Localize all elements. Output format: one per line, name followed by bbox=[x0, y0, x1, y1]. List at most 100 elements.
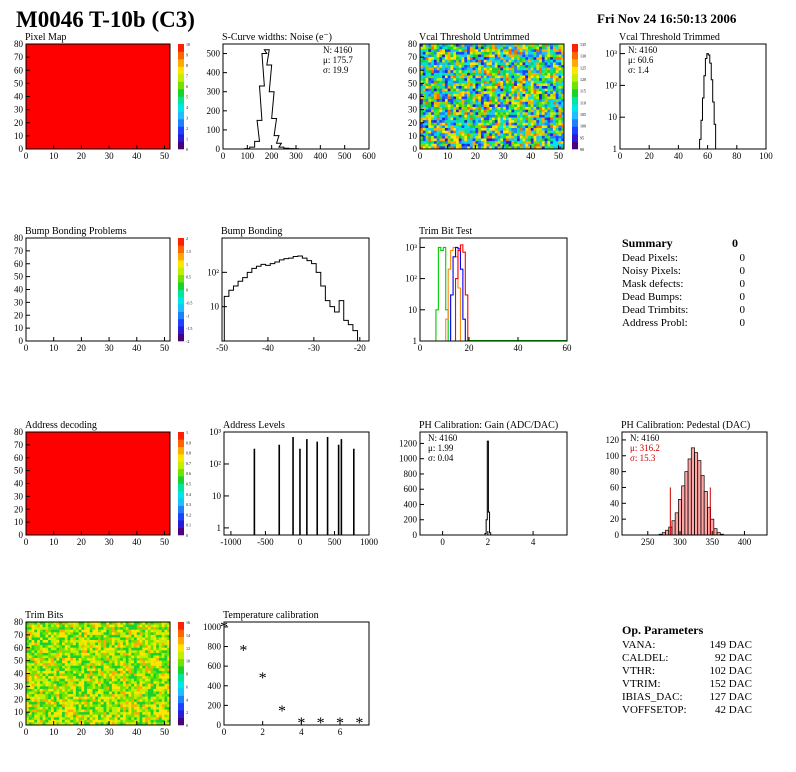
heatmap-cell bbox=[50, 701, 55, 705]
heatmap-cell bbox=[464, 96, 468, 100]
heatmap-cell bbox=[505, 117, 510, 121]
heatmap-cell bbox=[150, 681, 154, 685]
heatmap-cell bbox=[114, 719, 118, 723]
heatmap-cell bbox=[128, 678, 132, 682]
heatmap-cell bbox=[486, 128, 490, 132]
heatmap-cell bbox=[73, 655, 77, 659]
heatmap-cell bbox=[128, 652, 132, 656]
heatmap-cell bbox=[147, 642, 152, 646]
heatmap-cell bbox=[75, 622, 80, 625]
color-scale-bin bbox=[178, 126, 184, 135]
heatmap-cell bbox=[442, 96, 446, 100]
heatmap-cell bbox=[464, 57, 468, 61]
heatmap-cell bbox=[64, 652, 68, 656]
heatmap-cell bbox=[489, 57, 493, 61]
heatmap-cell bbox=[486, 75, 490, 79]
heatmap-cell bbox=[467, 122, 471, 126]
heatmap-cell bbox=[500, 62, 504, 66]
heatmap-cell bbox=[511, 101, 515, 105]
heatmap-cell bbox=[131, 658, 135, 662]
heatmap-cell bbox=[547, 54, 551, 58]
heatmap-cell bbox=[48, 683, 52, 687]
heatmap-cell bbox=[550, 96, 554, 100]
heatmap-cell bbox=[439, 101, 443, 105]
heatmap-cell bbox=[145, 681, 149, 685]
heatmap-cell bbox=[558, 91, 562, 95]
heatmap-cell bbox=[128, 706, 132, 710]
heatmap-cell bbox=[489, 75, 493, 79]
heatmap-cell bbox=[439, 141, 443, 145]
heatmap-cell bbox=[125, 668, 129, 672]
heatmap-cell bbox=[114, 681, 118, 685]
heatmap-cell bbox=[500, 72, 504, 76]
x-tick-label: -40 bbox=[262, 343, 274, 353]
heatmap-cell bbox=[67, 691, 71, 695]
heatmap-cell bbox=[558, 54, 562, 58]
heatmap-cell bbox=[122, 694, 127, 698]
heatmap-cell bbox=[458, 143, 462, 147]
heatmap-cell bbox=[86, 681, 91, 685]
y-tick-label: 60 bbox=[14, 643, 24, 653]
heatmap-cell bbox=[539, 54, 543, 58]
heatmap-cell bbox=[53, 670, 57, 674]
heatmap-cell bbox=[539, 80, 543, 84]
heatmap-cell bbox=[64, 634, 68, 638]
heatmap-cell bbox=[70, 647, 74, 651]
heatmap-cell bbox=[475, 67, 479, 71]
heatmap-cell bbox=[431, 117, 435, 121]
heatmap-cell bbox=[425, 70, 429, 74]
heatmap-cell bbox=[114, 696, 118, 700]
heatmap-cell bbox=[59, 678, 63, 682]
heatmap-cell bbox=[420, 70, 424, 74]
heatmap-cell bbox=[39, 717, 44, 721]
heatmap-cell bbox=[34, 686, 38, 690]
heatmap-cell bbox=[467, 46, 471, 50]
heatmap-cell bbox=[422, 141, 426, 145]
heatmap-cell bbox=[530, 133, 534, 137]
heatmap-cell bbox=[75, 681, 80, 685]
heatmap-cell bbox=[558, 62, 562, 66]
heatmap-cell bbox=[467, 57, 471, 61]
heatmap-cell bbox=[497, 83, 501, 87]
heatmap-cell bbox=[439, 109, 443, 113]
heatmap-cell bbox=[156, 637, 160, 641]
heatmap-cell bbox=[469, 120, 474, 124]
heatmap-cell bbox=[428, 91, 432, 95]
heatmap-cell bbox=[492, 112, 496, 116]
heatmap-cell bbox=[89, 696, 93, 700]
heatmap-cell bbox=[489, 72, 493, 76]
heatmap-cell bbox=[81, 645, 85, 649]
heatmap-cell bbox=[50, 658, 55, 662]
heatmap-cell bbox=[447, 46, 451, 50]
heatmap-cell bbox=[62, 632, 66, 636]
heatmap-cell bbox=[519, 120, 523, 124]
x-tick-label: 0 bbox=[24, 151, 29, 161]
histogram-outline bbox=[223, 255, 363, 342]
heatmap-cell bbox=[555, 104, 559, 108]
heatmap-cell bbox=[494, 88, 498, 92]
x-tick-label: 0 bbox=[418, 343, 423, 353]
heatmap-cell bbox=[497, 93, 501, 97]
heatmap-cell bbox=[555, 112, 559, 116]
heatmap-cell bbox=[514, 107, 518, 111]
heatmap-cell bbox=[75, 634, 80, 638]
heatmap-cell bbox=[450, 128, 454, 132]
heatmap-cell bbox=[541, 93, 546, 97]
heatmap-cell bbox=[525, 130, 529, 134]
y-tick-label: 10 bbox=[212, 491, 222, 501]
heatmap-cell bbox=[106, 722, 110, 726]
heatmap-cell bbox=[45, 686, 49, 690]
heatmap-cell bbox=[109, 699, 113, 703]
heatmap-cell bbox=[483, 67, 487, 71]
heatmap-cell bbox=[453, 109, 457, 113]
heatmap-cell bbox=[483, 133, 487, 137]
heatmap-cell bbox=[56, 709, 60, 713]
heatmap-cell bbox=[70, 670, 74, 674]
heatmap-cell bbox=[78, 624, 82, 628]
heatmap-cell bbox=[475, 122, 479, 126]
heatmap-cell bbox=[525, 109, 529, 113]
heatmap-cell bbox=[84, 701, 88, 705]
heatmap-cell bbox=[492, 44, 496, 48]
heatmap-cell bbox=[519, 141, 523, 145]
heatmap-cell bbox=[519, 59, 523, 63]
